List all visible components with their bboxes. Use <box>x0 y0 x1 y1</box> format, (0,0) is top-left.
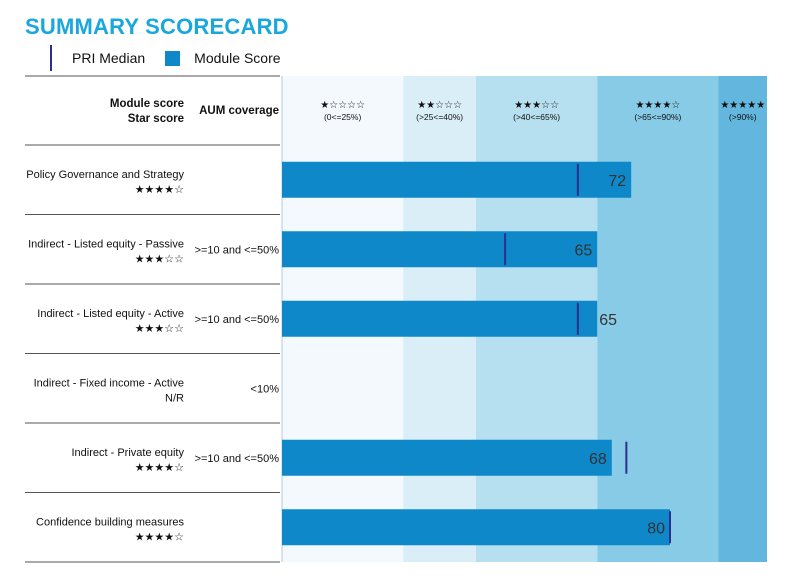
row-label: Confidence building measures <box>36 516 184 528</box>
row-label: Indirect - Private equity <box>72 447 185 459</box>
header-aum-coverage: AUM coverage <box>199 105 279 117</box>
row-aum-coverage: >=10 and <=50% <box>195 244 280 256</box>
legend: PRI Median Module Score <box>50 45 281 71</box>
band-2-range: (>25<=40%) <box>416 112 463 122</box>
legend-score-swatch <box>165 50 181 66</box>
legend-score-label: Module Score <box>194 50 281 66</box>
page-title: SUMMARY SCORECARD <box>25 14 289 39</box>
row-star-score: N/R <box>165 392 184 404</box>
legend-median-label: PRI Median <box>72 50 146 66</box>
band-4-stars: ★★★★☆ <box>635 100 680 111</box>
band-5-background <box>718 76 767 562</box>
score-label: 65 <box>574 242 592 259</box>
score-bar <box>282 300 598 337</box>
header-star-score: Star score <box>128 113 184 125</box>
row-star-score: ★★★☆☆ <box>135 323 184 335</box>
band-3-range: (>40<=65%) <box>513 112 560 122</box>
band-5-range: (>90%) <box>729 112 757 122</box>
row-star-score: ★★★★☆ <box>135 531 184 543</box>
band-4-range: (>65<=90%) <box>634 112 681 122</box>
score-bar <box>282 509 670 546</box>
row-aum-coverage: >=10 and <=50% <box>195 314 280 326</box>
band-1-range: (0<=25%) <box>324 112 361 122</box>
score-bar <box>282 161 632 198</box>
row-label: Indirect - Listed equity - Active <box>37 308 184 320</box>
band-1-stars: ★☆☆☆☆ <box>320 100 365 111</box>
score-bar <box>282 439 612 476</box>
score-label: 68 <box>589 451 607 468</box>
row-label: Indirect - Fixed income - Active <box>34 377 184 389</box>
score-label: 72 <box>608 173 626 190</box>
legend-median-marker <box>50 45 52 71</box>
score-bar <box>282 231 598 268</box>
row-label: Policy Governance and Strategy <box>26 169 184 181</box>
row-star-score: ★★★☆☆ <box>135 253 184 265</box>
row-label: Indirect - Listed equity - Passive <box>28 238 184 250</box>
band-2-stars: ★★☆☆☆ <box>417 100 462 111</box>
header-module-score: Module score <box>110 98 184 110</box>
band-3-stars: ★★★☆☆ <box>514 100 559 111</box>
band-5-stars: ★★★★★ <box>720 100 765 111</box>
row-aum-coverage: >=10 and <=50% <box>195 453 280 465</box>
row-aum-coverage: <10% <box>251 383 280 395</box>
score-label: 65 <box>599 312 617 329</box>
row-star-score: ★★★★☆ <box>135 184 184 196</box>
row-star-score: ★★★★☆ <box>135 462 184 474</box>
band-4-background <box>597 76 719 562</box>
score-label: 80 <box>647 520 665 537</box>
